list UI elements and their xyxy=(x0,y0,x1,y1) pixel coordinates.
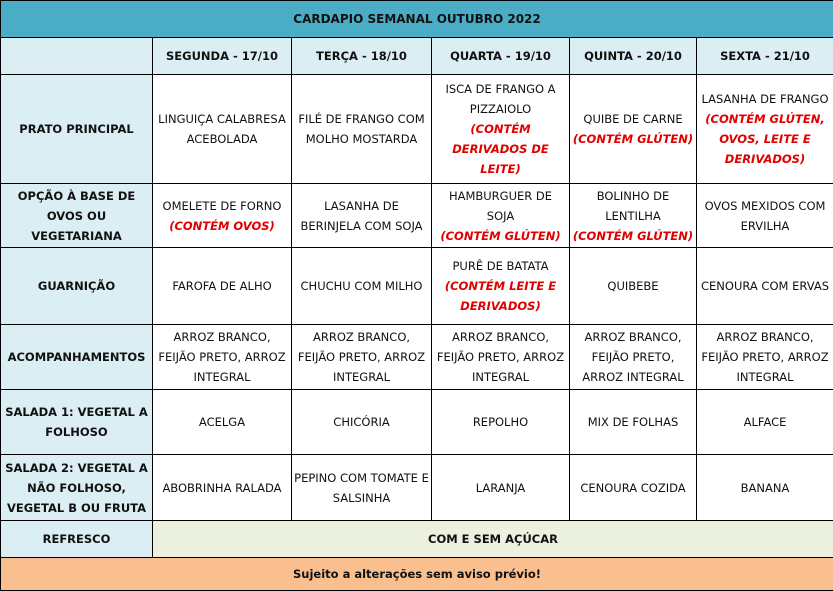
allergen-note: (CONTÉM GLÚTEN) xyxy=(572,228,694,243)
dish-name: LARANJA xyxy=(475,480,526,495)
menu-cell: BANANA xyxy=(695,454,833,521)
menu-row: ACOMPANHAMENTOS ARROZ BRANCO, FEIJÃO PRET… xyxy=(0,324,833,390)
footer-row: Sujeito a alterações sem aviso prévio! xyxy=(0,557,833,591)
dish-name: MIX DE FOLHAS xyxy=(587,415,679,429)
dish-name: HAMBURGUER DE SOJA xyxy=(448,188,553,223)
menu-title: CARDAPIO SEMANAL OUTUBRO 2022 xyxy=(0,0,833,38)
dish-name: ACELGA xyxy=(198,415,246,429)
allergen-note: (CONTÉM OVOS) xyxy=(169,218,275,233)
menu-cell: ISCA DE FRANGO A PIZZAIOLO (CONTÉM DERIVA… xyxy=(431,74,570,184)
allergen-note: (CONTÉM DERIVADOS DE LEITE) xyxy=(452,122,549,176)
menu-cell: ARROZ BRANCO, FEIJÃO PRETO, ARROZ INTEGR… xyxy=(695,324,833,390)
dish-name: FILÉ DE FRANGO COM MOLHO MOSTARDA xyxy=(298,112,425,146)
allergen-note: (CONTÉM LEITE E DERIVADOS) xyxy=(444,279,557,313)
day-header: SEXTA - 21/10 xyxy=(695,37,833,75)
dish-name: ARROZ BRANCO, FEIJÃO PRETO, ARROZ INTEGR… xyxy=(582,330,684,384)
menu-cell: LINGUIÇA CALABRESA ACEBOLADA xyxy=(152,74,292,184)
menu-cell: ABOBRINHA RALADA xyxy=(152,454,292,521)
footer-note: Sujeito a alterações sem aviso prévio! xyxy=(0,557,833,591)
menu-cell: ARROZ BRANCO, FEIJÃO PRETO, ARROZ INTEGR… xyxy=(569,324,697,390)
row-label: SALADA 1: VEGETAL A FOLHOSO xyxy=(0,389,153,455)
dish-name: CHICÓRIA xyxy=(333,415,390,429)
menu-cell: ARROZ BRANCO, FEIJÃO PRETO, ARROZ INTEGR… xyxy=(431,324,570,390)
dish-name: LASANHA DE BERINJELA COM SOJA xyxy=(300,198,423,233)
row-label: PRATO PRINCIPAL xyxy=(0,74,153,184)
row-label: OPÇÃO À BASE DE OVOS OU VEGETARIANA xyxy=(0,183,153,248)
menu-cell: CENOURA COM ERVAS xyxy=(695,247,833,325)
menu-cell: LASANHA DE FRANGO (CONTÉM GLÚTEN, OVOS, L… xyxy=(695,74,833,184)
menu-row: OPÇÃO À BASE DE OVOS OU VEGETARIANA OMELE… xyxy=(0,183,833,248)
row-label: REFRESCO xyxy=(0,520,153,558)
dish-name: OVOS MEXIDOS COM ERVILHA xyxy=(704,198,826,233)
dish-name: ALFACE xyxy=(743,415,787,429)
dish-name: BANANA xyxy=(740,480,790,495)
dish-name: QUIBE DE CARNE xyxy=(583,112,683,126)
dish-name: PEPINO COM TOMATE E SALSINHA xyxy=(294,470,429,505)
menu-cell: BOLINHO DE LENTILHA (CONTÉM GLÚTEN) xyxy=(569,183,697,248)
allergen-note: (CONTÉM GLÚTEN) xyxy=(440,228,561,243)
menu-cell: FAROFA DE ALHO xyxy=(152,247,292,325)
menu-cell: OMELETE DE FORNO (CONTÉM OVOS) xyxy=(152,183,292,248)
dish-name: ARROZ BRANCO, FEIJÃO PRETO, ARROZ INTEGR… xyxy=(701,330,829,384)
dish-name: LINGUIÇA CALABRESA ACEBOLADA xyxy=(158,112,286,146)
title-row: CARDAPIO SEMANAL OUTUBRO 2022 xyxy=(0,0,833,38)
dish-name: OMELETE DE FORNO xyxy=(162,198,282,213)
dish-name: ISCA DE FRANGO A PIZZAIOLO xyxy=(445,82,556,116)
day-header: QUINTA - 20/10 xyxy=(569,37,697,75)
corner-cell xyxy=(0,37,153,75)
day-header: TERÇA - 18/10 xyxy=(291,37,432,75)
row-label: ACOMPANHAMENTOS xyxy=(0,324,153,390)
dish-name: CENOURA COZIDA xyxy=(580,480,686,495)
menu-cell: CHICÓRIA xyxy=(291,389,432,455)
menu-cell: ALFACE xyxy=(695,389,833,455)
header-row: SEGUNDA - 17/10 TERÇA - 18/10 QUARTA - 19/… xyxy=(0,37,833,75)
menu-cell: CHUCHU COM MILHO xyxy=(291,247,432,325)
menu-cell: HAMBURGUER DE SOJA (CONTÉM GLÚTEN) xyxy=(431,183,570,248)
menu-cell: CENOURA COZIDA xyxy=(569,454,697,521)
menu-cell: LARANJA xyxy=(431,454,570,521)
menu-cell: PEPINO COM TOMATE E SALSINHA xyxy=(291,454,432,521)
dish-name: ARROZ BRANCO, FEIJÃO PRETO, ARROZ INTEGR… xyxy=(158,330,286,384)
menu-cell: QUIBEBE xyxy=(569,247,697,325)
dish-name: PURÊ DE BATATA xyxy=(452,259,549,273)
dish-name: ARROZ BRANCO, FEIJÃO PRETO, ARROZ INTEGR… xyxy=(436,330,565,384)
menu-cell: MIX DE FOLHAS xyxy=(569,389,697,455)
menu-cell: LASANHA DE BERINJELA COM SOJA xyxy=(291,183,432,248)
dish-name: LASANHA DE FRANGO xyxy=(701,92,829,106)
dish-name: BOLINHO DE LENTILHA xyxy=(596,188,670,223)
menu-cell: FILÉ DE FRANGO COM MOLHO MOSTARDA xyxy=(291,74,432,184)
day-header: QUARTA - 19/10 xyxy=(431,37,570,75)
menu-cell: REPOLHO xyxy=(431,389,570,455)
dish-name: QUIBEBE xyxy=(607,279,659,293)
menu-row: GUARNIÇÃO FAROFA DE ALHO CHUCHU COM MILHO P… xyxy=(0,247,833,325)
dish-name: CENOURA COM ERVAS xyxy=(701,279,829,293)
allergen-note: (CONTÉM GLÚTEN, OVOS, LEITE E DERIVADOS) xyxy=(705,112,825,166)
row-label: SALADA 2: VEGETAL A NÃO FOLHOSO, VEGETAL… xyxy=(0,454,153,521)
dish-name: FAROFA DE ALHO xyxy=(172,279,272,293)
allergen-note: (CONTÉM GLÚTEN) xyxy=(572,132,694,146)
row-label: GUARNIÇÃO xyxy=(0,247,153,325)
dish-name: ARROZ BRANCO, FEIJÃO PRETO, ARROZ INTEGR… xyxy=(297,330,426,384)
menu-row: SALADA 1: VEGETAL A FOLHOSO ACELGA CHICÓRI… xyxy=(0,389,833,455)
dish-name: CHUCHU COM MILHO xyxy=(300,279,423,293)
menu-cell: PURÊ DE BATATA (CONTÉM LEITE E DERIVADOS) xyxy=(431,247,570,325)
day-header: SEGUNDA - 17/10 xyxy=(152,37,292,75)
menu-cell: ACELGA xyxy=(152,389,292,455)
dish-name: REPOLHO xyxy=(472,415,529,429)
menu-row: SALADA 2: VEGETAL A NÃO FOLHOSO, VEGETAL… xyxy=(0,454,833,521)
dish-name: ABOBRINHA RALADA xyxy=(162,480,282,495)
refresco-value: COM E SEM AÇÚCAR xyxy=(151,520,833,558)
menu-cell: ARROZ BRANCO, FEIJÃO PRETO, ARROZ INTEGR… xyxy=(291,324,432,390)
menu-row: PRATO PRINCIPAL LINGUIÇA CALABRESA ACEBOL… xyxy=(0,74,833,184)
menu-cell: ARROZ BRANCO, FEIJÃO PRETO, ARROZ INTEGR… xyxy=(152,324,292,390)
refresco-row: REFRESCO COM E SEM AÇÚCAR xyxy=(0,520,833,558)
menu-cell: QUIBE DE CARNE (CONTÉM GLÚTEN) xyxy=(569,74,697,184)
menu-cell: OVOS MEXIDOS COM ERVILHA xyxy=(695,183,833,248)
